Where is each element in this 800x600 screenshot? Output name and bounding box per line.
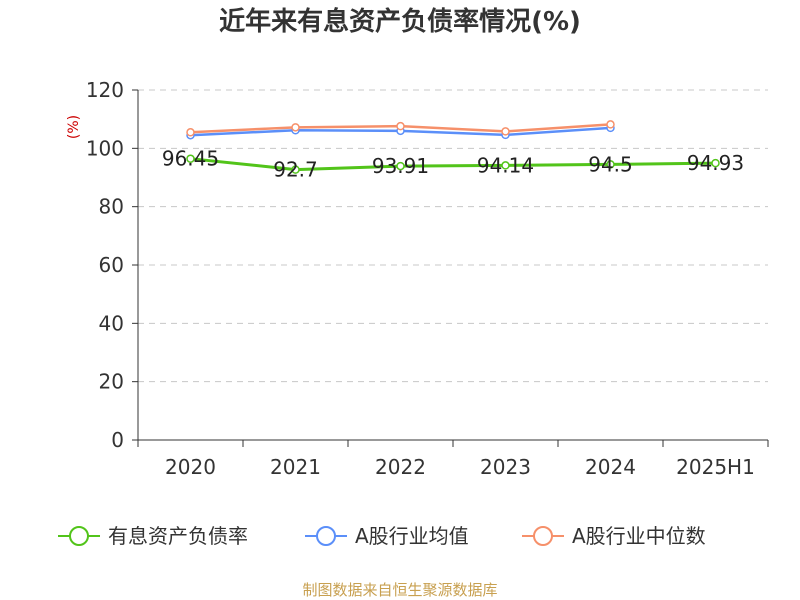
data-point xyxy=(291,165,300,174)
data-labels: 96.45 92.7 93.91 94.14 94.5 94.93 xyxy=(162,147,744,182)
y-tick-label: 0 xyxy=(111,428,124,452)
data-point xyxy=(291,123,300,132)
x-tick-label: 2024 xyxy=(585,455,636,479)
series-line xyxy=(190,157,716,172)
data-label: 92.7 xyxy=(273,158,318,182)
legend-marker xyxy=(69,526,89,546)
data-label: 94.5 xyxy=(588,152,633,176)
gridlines xyxy=(138,89,768,383)
series-lines xyxy=(186,120,720,174)
y-tick-label: 20 xyxy=(99,370,124,394)
data-label: 94.14 xyxy=(477,153,534,177)
legend-label: A股行业中位数 xyxy=(572,524,706,548)
data-label: 94.93 xyxy=(687,151,744,175)
data-point xyxy=(501,161,510,170)
legend-label: 有息资产负债率 xyxy=(108,524,248,548)
y-tick-label: 60 xyxy=(99,253,124,277)
data-point xyxy=(711,158,720,168)
data-label: 93.91 xyxy=(372,154,429,178)
data-point xyxy=(186,128,195,137)
data-point xyxy=(396,161,405,171)
data-point xyxy=(606,120,615,129)
data-point xyxy=(606,160,615,169)
data-point xyxy=(501,127,510,136)
legend-label: A股行业均值 xyxy=(355,524,469,548)
legend: 有息资产负债率 A股行业均值 A股行业中位数 xyxy=(58,524,706,548)
legend-marker xyxy=(533,526,553,546)
legend-marker xyxy=(316,526,336,546)
data-source: 制图数据来自恒生聚源数据库 xyxy=(302,581,497,599)
y-tick-label: 120 xyxy=(86,78,124,102)
axes: 0 20 40 60 80 100 120 2020 2021 2022 2023 2024 2025H… xyxy=(86,78,769,479)
data-point xyxy=(186,154,195,163)
y-axis-label: (%) xyxy=(66,115,82,139)
x-tick-label: 2025H1 xyxy=(676,455,755,479)
y-tick-label: 100 xyxy=(86,136,124,160)
x-tick-label: 2021 xyxy=(270,455,321,479)
x-tick-label: 2023 xyxy=(480,455,531,479)
chart-title: 近年来有息资产负债率情况(%) xyxy=(219,6,581,37)
x-tick-label: 2020 xyxy=(165,455,216,479)
data-label: 96.45 xyxy=(162,147,219,171)
y-tick-label: 80 xyxy=(99,195,124,219)
x-tick-label: 2022 xyxy=(375,455,426,479)
y-tick-label: 40 xyxy=(99,311,124,335)
data-point xyxy=(396,121,405,131)
